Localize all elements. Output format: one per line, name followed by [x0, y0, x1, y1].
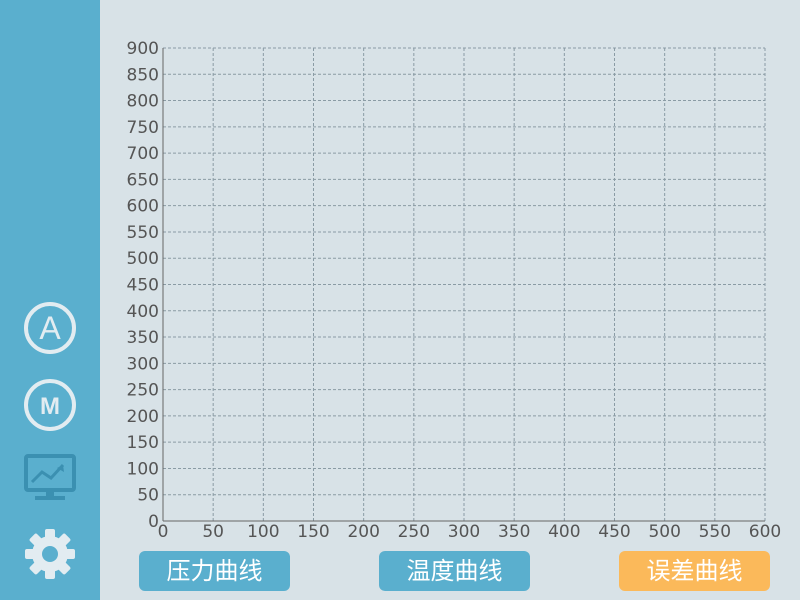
monitor-chart-icon — [24, 454, 76, 500]
y-tick-label: 400 — [127, 302, 159, 322]
error-curve-button[interactable]: 误差曲线 — [619, 551, 770, 591]
curve-monitor-button[interactable] — [22, 450, 78, 506]
x-tick-label: 50 — [202, 522, 224, 542]
sidebar: A M — [0, 0, 100, 600]
y-tick-label: 850 — [127, 65, 159, 85]
y-tick-label: 100 — [127, 459, 159, 479]
curve-chart: 0501001502002503003504004505005506006507… — [127, 39, 782, 542]
x-tick-label: 550 — [699, 522, 731, 542]
y-tick-label: 750 — [127, 118, 159, 138]
manual-mode-button[interactable]: M — [22, 377, 78, 433]
x-tick-label: 350 — [498, 522, 530, 542]
y-tick-label: 300 — [127, 354, 159, 374]
chart-area: 0 50 100 150 200 250 300 350 400 450 500 550 600 650 7… — [127, 39, 782, 542]
y-tick-label: 800 — [127, 92, 159, 112]
y-tick-label: 0 — [148, 512, 159, 532]
circle-letter-m-icon: M — [24, 379, 76, 431]
y-tick-label: 600 — [127, 197, 159, 217]
y-tick-label: 700 — [127, 144, 159, 164]
y-tick-label: 200 — [127, 407, 159, 427]
x-tick-label: 600 — [749, 522, 781, 542]
gear-icon — [25, 529, 75, 579]
x-tick-label: 250 — [398, 522, 430, 542]
x-tick-label: 300 — [448, 522, 480, 542]
pressure-curve-button[interactable]: 压力曲线 — [139, 551, 290, 591]
y-tick-label: 650 — [127, 170, 159, 190]
auto-mode-button[interactable]: A — [22, 300, 78, 356]
y-tick-label: 250 — [127, 381, 159, 401]
circle-letter-a-icon: A — [24, 302, 76, 354]
x-tick-label: 150 — [297, 522, 329, 542]
x-tick-label: 0 — [158, 522, 169, 542]
y-tick-label: 350 — [127, 328, 159, 348]
y-tick-label: 900 — [127, 39, 159, 59]
y-tick-label: 150 — [127, 433, 159, 453]
x-tick-label: 200 — [347, 522, 379, 542]
svg-text:M: M — [40, 393, 60, 420]
y-tick-label: 550 — [127, 223, 159, 243]
y-tick-label: 450 — [127, 276, 159, 296]
svg-text:A: A — [39, 310, 61, 346]
x-tick-label: 500 — [648, 522, 680, 542]
x-tick-label: 100 — [247, 522, 279, 542]
x-tick-label: 450 — [598, 522, 630, 542]
y-tick-label: 50 — [137, 486, 159, 506]
y-tick-label: 500 — [127, 249, 159, 269]
settings-button[interactable] — [22, 526, 78, 582]
temperature-curve-button[interactable]: 温度曲线 — [379, 551, 530, 591]
x-tick-label: 400 — [548, 522, 580, 542]
